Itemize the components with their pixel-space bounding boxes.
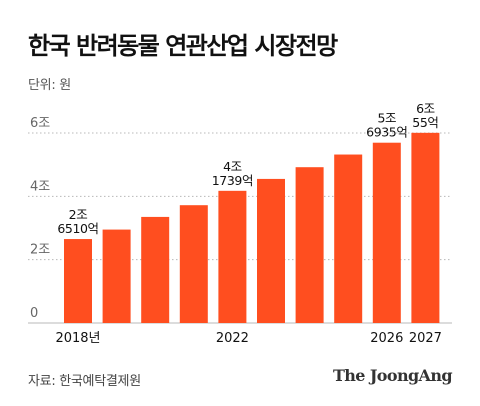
data-label: 6935억 [366,125,407,140]
unit-label: 단위: 원 [28,78,71,93]
data-label: 5조 [377,111,396,126]
data-label: 55억 [412,115,438,130]
bar-2021 [179,205,208,323]
x-tick-label: 2018년 [55,331,100,346]
source-note: 자료: 한국예탁결제원 [28,374,141,389]
bar-2022 [218,190,247,323]
data-label: 4조 [223,159,242,174]
bar-2020 [141,216,170,323]
y-tick-label: 6조 [30,116,50,131]
bar-2024 [295,167,324,323]
data-label: 6조 [416,101,435,116]
bar-2026 [372,142,401,323]
y-tick-label: 2조 [30,243,50,258]
x-tick-label: 2022 [216,331,249,346]
bar-2023 [257,178,285,323]
publisher-logo: The JoongAng [332,366,453,385]
x-tick-label: 2027 [409,331,442,346]
y-tick-label: 4조 [30,179,50,194]
data-label: 6510억 [57,221,98,236]
chart-title: 한국 반려동물 연관산업 시장전망 [28,32,338,60]
bar-2019 [102,229,131,323]
bar-2025 [334,154,363,323]
bar-2018 [64,239,92,323]
y-tick-label: 0 [30,306,38,321]
data-label: 2조 [69,207,88,222]
bar-2027 [411,132,440,323]
x-tick-label: 2026 [370,331,403,346]
data-label: 1739억 [212,173,253,188]
